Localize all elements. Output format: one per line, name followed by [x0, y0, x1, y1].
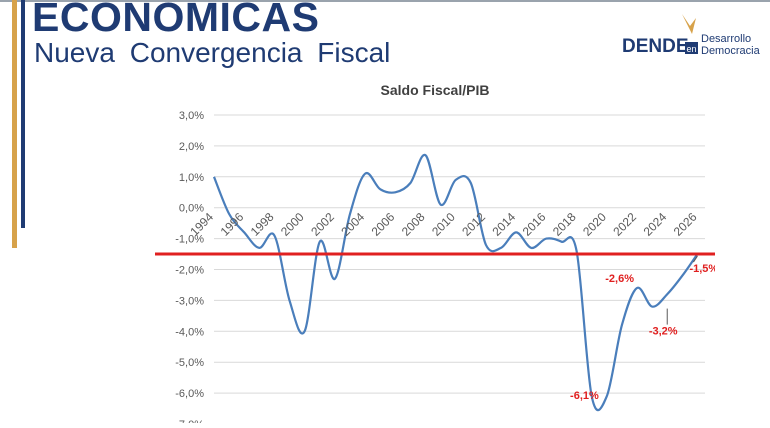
- y-tick-label: -4,0%: [175, 326, 204, 338]
- x-tick-label: 2002: [308, 210, 337, 239]
- x-tick-label: 2006: [369, 210, 398, 239]
- x-tick-label: 2004: [338, 210, 367, 239]
- grid-lines: [214, 114, 705, 425]
- top-rule: [0, 0, 770, 2]
- annotation-label: -1,5%: [689, 263, 715, 275]
- page-subtitle: Nueva Convergencia Fiscal: [34, 37, 391, 68]
- chart-container: Saldo Fiscal/PIB 3,0% 2,0% 1,0% 0,0% -1,0% -2…: [145, 72, 718, 428]
- x-tick-label: 1996: [218, 210, 247, 239]
- y-tick-label: -1,0%: [175, 234, 204, 246]
- x-tick-label: 2016: [520, 210, 549, 239]
- y-tick-label: -7,0%: [175, 419, 204, 423]
- fiscal-balance-chart: Saldo Fiscal/PIB 3,0% 2,0% 1,0% 0,0% -1,0% -2…: [145, 82, 718, 428]
- x-tick-label: 2018: [550, 210, 579, 239]
- y-axis-ticks: 3,0% 2,0% 1,0% 0,0% -1,0% -2,0% -3,0% -4,0% -5,0…: [175, 110, 204, 428]
- y-tick-label: -5,0%: [175, 357, 204, 369]
- annotations: -6,1% -2,6% -3,2% -1,5%: [570, 255, 718, 402]
- y-tick-label: 2,0%: [179, 141, 204, 153]
- chart-title: Saldo Fiscal/PIB: [381, 82, 490, 98]
- x-tick-label: 2020: [580, 210, 609, 239]
- logo-line1: Desarrollo: [701, 33, 751, 45]
- x-tick-label: 2008: [399, 210, 428, 239]
- accent-bar-navy: [21, 0, 25, 228]
- annotation-label: -2,6%: [605, 273, 634, 285]
- logo-line2: Democracia: [701, 45, 761, 57]
- x-tick-label: 2010: [429, 210, 458, 239]
- y-tick-label: -6,0%: [175, 388, 204, 400]
- annotation-label: -6,1%: [570, 390, 599, 402]
- logo-en: en: [687, 44, 697, 54]
- y-tick-label: -3,0%: [175, 295, 204, 307]
- logo-mark-icon: [682, 14, 696, 34]
- series-line: [212, 154, 699, 412]
- logo-name: DENDE: [622, 36, 689, 57]
- logo-en-box: [685, 42, 698, 54]
- y-tick-label: 0,0%: [179, 203, 204, 215]
- y-tick-label: 1,0%: [179, 172, 204, 184]
- page-title: ECONOMICAS: [32, 0, 320, 40]
- y-tick-label: -2,0%: [175, 265, 204, 277]
- annotation-label: -3,2%: [649, 326, 678, 338]
- annotation-leader: [693, 255, 698, 263]
- x-tick-label: 2012: [459, 210, 488, 239]
- y-tick-label: 3,0%: [179, 110, 204, 122]
- x-tick-label: 2024: [641, 210, 670, 239]
- accent-bar-gold: [12, 0, 17, 248]
- dende-logo: DENDE en Desarrollo Democracia: [622, 14, 761, 57]
- x-tick-label: 2022: [610, 210, 639, 239]
- x-tick-label: 2026: [671, 210, 700, 239]
- x-tick-label: 2000: [278, 210, 307, 239]
- x-axis-ticks: 1994 1996 1998 2000 2002 2004 2006 2008 2010 2012…: [187, 210, 699, 239]
